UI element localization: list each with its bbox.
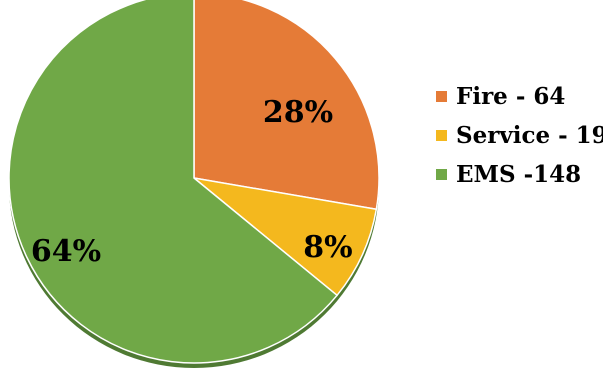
pie-slice-service (191, 176, 378, 297)
pie-slice-labels: 28% 8% 64% (31, 95, 353, 269)
pie-slice-label-ems: 64% (31, 234, 101, 269)
pie-slice-label-service: 8% (303, 230, 352, 265)
pie-slice-ems (8, 0, 339, 364)
pie-slices (8, 0, 380, 364)
legend-item-fire: Fire - 64 (436, 79, 603, 114)
legend: Fire - 64 Service - 19 EMS -148 (436, 79, 603, 196)
pie-slice-fire (193, 0, 380, 211)
legend-label: EMS -148 (456, 161, 582, 188)
legend-swatch (436, 169, 447, 180)
legend-label: Fire - 64 (456, 83, 566, 110)
legend-item-service: Service - 19 (436, 118, 603, 153)
legend-item-ems: EMS -148 (436, 157, 603, 192)
legend-swatch (436, 91, 447, 102)
pie-slice-label-fire: 28% (263, 95, 333, 130)
legend-swatch (436, 130, 447, 141)
legend-label: Service - 19 (456, 122, 603, 149)
